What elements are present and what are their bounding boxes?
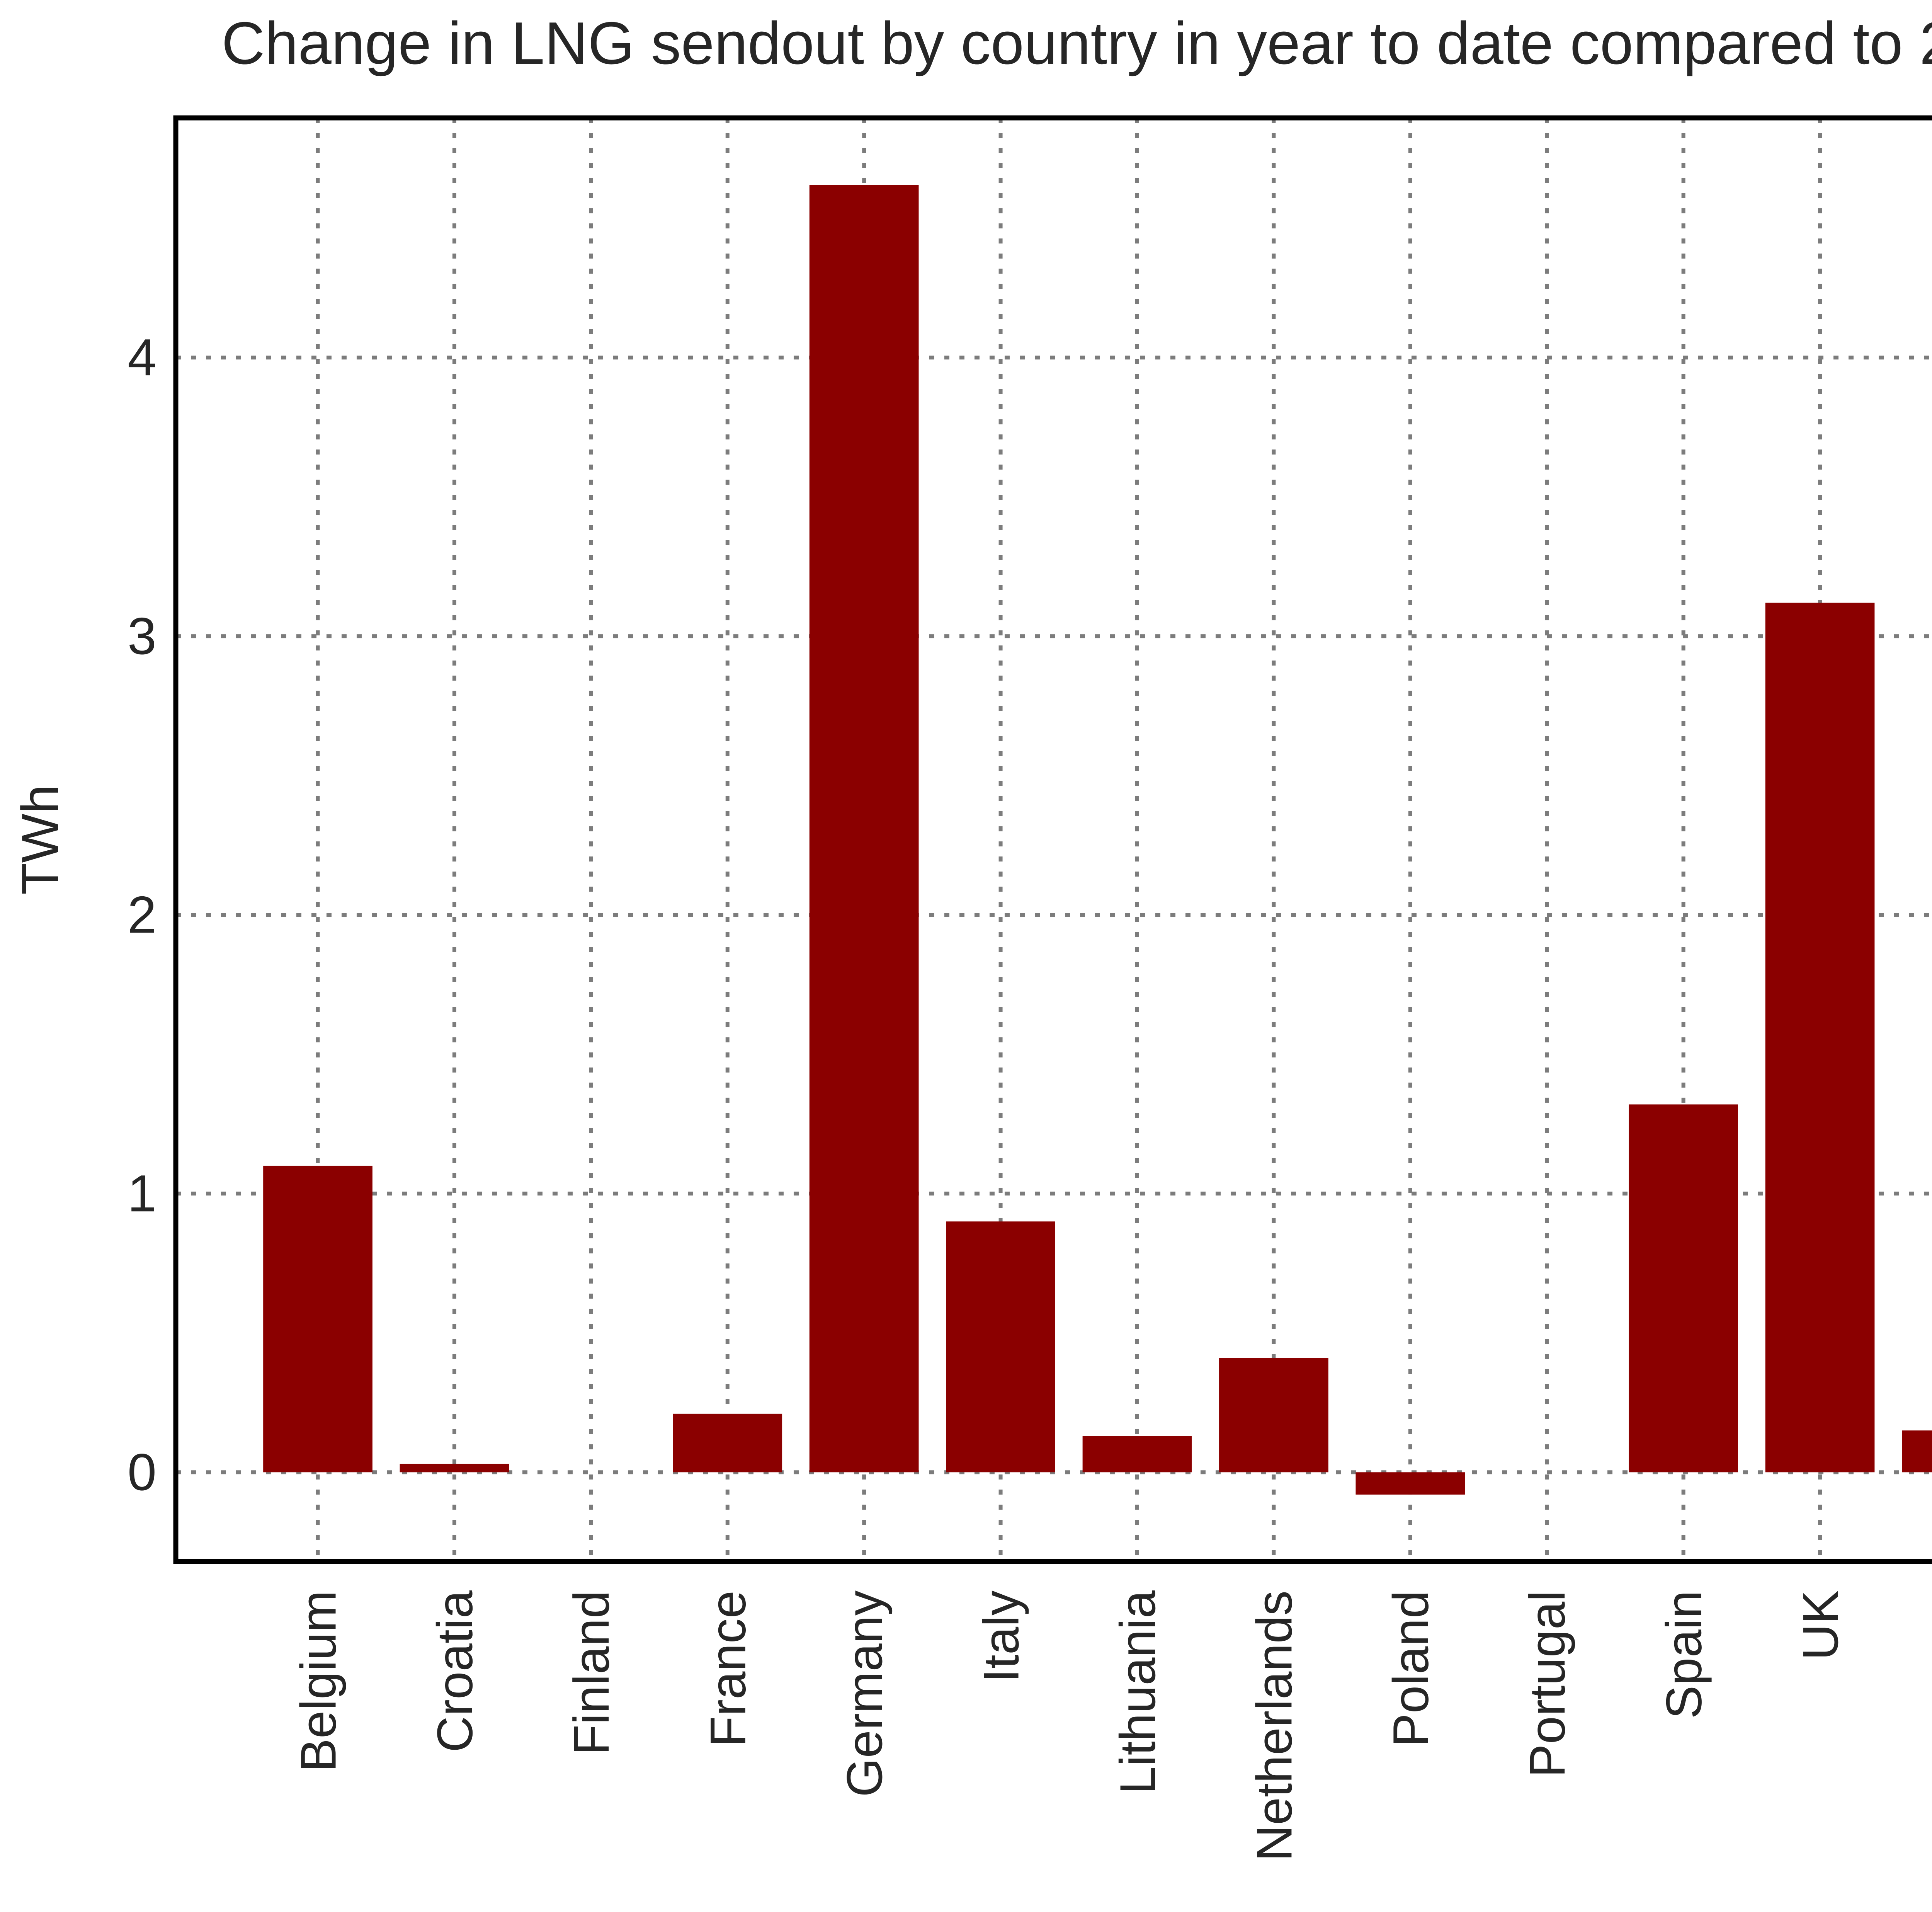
y-tick-label-0: 0 [128,1443,156,1501]
x-tick-label-Germany: Germany [836,1590,893,1797]
bar-Croatia [400,1464,509,1473]
plot-area-border [173,115,1932,1564]
y-tick-label-1: 1 [128,1164,156,1222]
x-tick-label-Belgium: Belgium [290,1590,347,1772]
x-tick-label-Italy: Italy [973,1590,1029,1682]
x-tick-label-Finland: Finland [563,1590,619,1755]
y-tick-label-2: 2 [128,885,156,944]
bar-Netherlands [1219,1358,1328,1473]
x-tick-label-UK: UK [1792,1590,1849,1660]
x-tick-label-France: France [700,1590,756,1747]
x-tick-label-Portugal: Portugal [1519,1590,1575,1777]
bar-Italy [946,1221,1055,1473]
y-tick-label-3: 3 [128,607,156,665]
y-axis-label: TWh [11,785,69,895]
x-tick-label-Greece: Greece [1929,1590,1932,1755]
x-tick-label-Netherlands: Netherlands [1246,1590,1302,1861]
chart-title: Change in LNG sendout by country in year… [221,10,1932,77]
bar-Lithuania [1082,1436,1192,1473]
bars [263,185,1932,1495]
bar-Germany [809,185,919,1473]
bar-Spain [1629,1104,1738,1473]
bar-France [673,1413,782,1473]
x-tick-label-Poland: Poland [1383,1590,1439,1747]
y-tick-labels: 0 1 2 3 4 [128,328,156,1501]
x-tick-label-Croatia: Croatia [427,1590,483,1752]
bar-UK [1765,603,1875,1473]
x-tick-label-Lithuania: Lithuania [1109,1590,1166,1794]
bar-Poland [1355,1472,1465,1495]
y-tick-label-4: 4 [128,328,156,386]
bar-Greece [1902,1430,1932,1473]
bar-Belgium [263,1166,372,1473]
x-tick-label-Spain: Spain [1656,1590,1712,1719]
x-tick-labels: Belgium Croatia Finland France Germany Italy L… [290,1590,1932,1861]
